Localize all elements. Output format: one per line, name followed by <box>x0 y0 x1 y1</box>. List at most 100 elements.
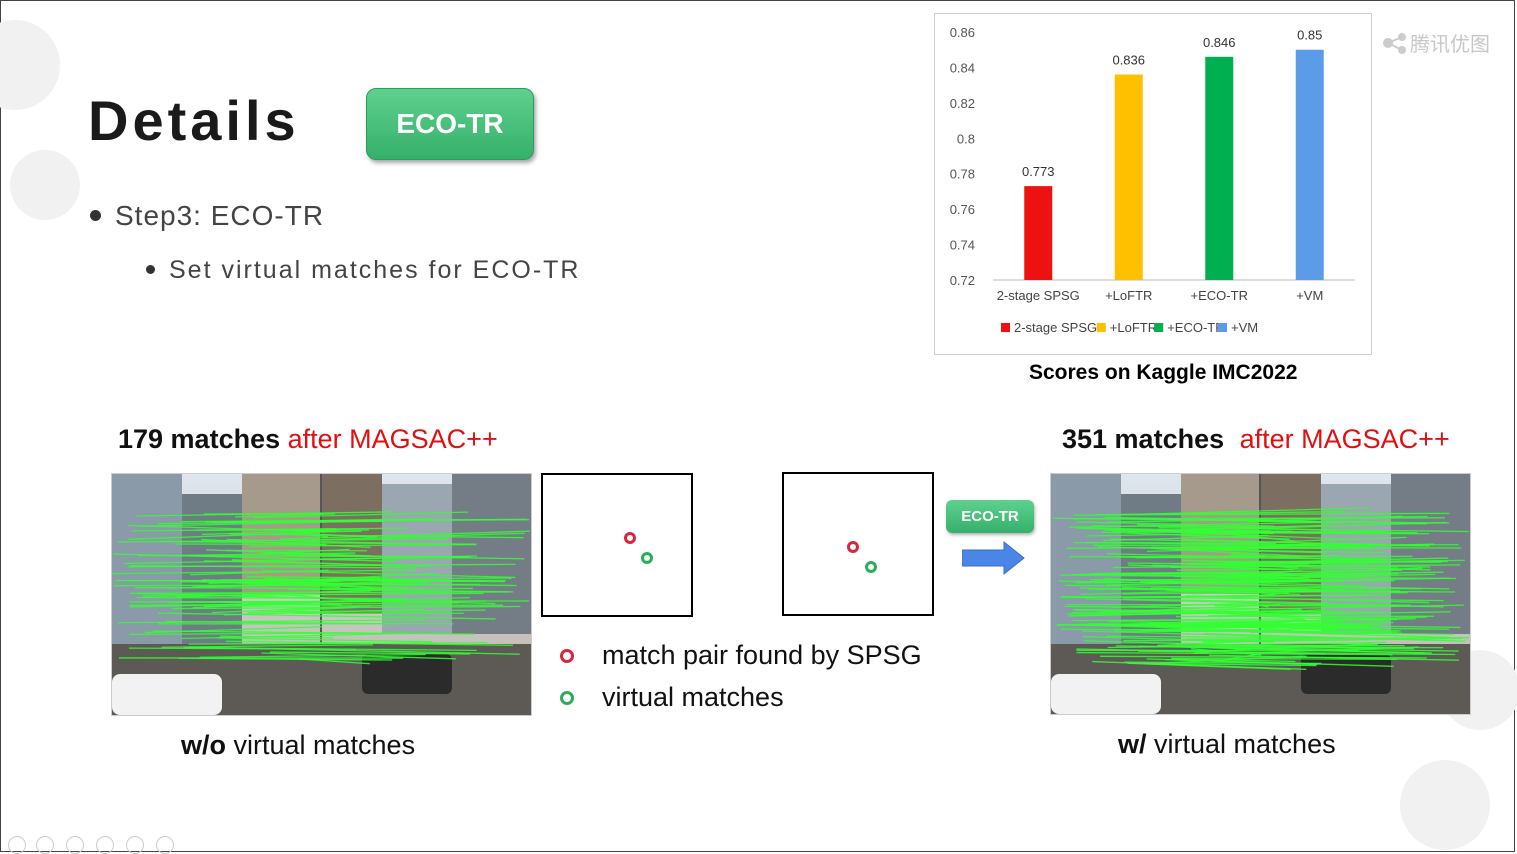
match-line <box>136 596 404 600</box>
match-line <box>1139 629 1402 634</box>
match-line <box>1092 660 1307 670</box>
bar-1 <box>1024 186 1053 280</box>
legend-spsg: match pair found by SPSG <box>560 640 922 671</box>
match-line <box>220 635 334 639</box>
left-matches-heading: 179 matches after MAGSAC++ <box>118 424 498 455</box>
match-line <box>217 637 433 643</box>
x-tick-label: +ECO-TR <box>1191 288 1248 303</box>
bullet-step3-text: Step3: ECO-TR <box>115 200 325 231</box>
match-line <box>226 538 446 545</box>
right-matches-suffix: after MAGSAC++ <box>1239 424 1450 454</box>
legend-virtual: virtual matches <box>560 682 784 713</box>
bullet-virtual-matches-text: Set virtual matches for ECO-TR <box>169 256 581 284</box>
y-tick-label: 0.78 <box>950 167 975 182</box>
spsg-point-icon <box>847 541 859 553</box>
match-line <box>136 591 510 594</box>
match-line <box>1235 614 1389 622</box>
watermark-text: 腾讯优图 <box>1410 34 1490 56</box>
legend-label: +LoFTR <box>1110 320 1157 335</box>
match-line <box>1066 612 1335 615</box>
spsg-point-icon <box>624 532 636 544</box>
match-line <box>176 552 356 557</box>
slide-title: Details <box>88 89 300 152</box>
bar-3 <box>1205 56 1234 280</box>
pen-control[interactable] <box>66 836 84 854</box>
slides-control[interactable] <box>96 836 114 854</box>
left-match-visualization <box>112 474 531 715</box>
match-line <box>1060 594 1371 599</box>
match-line <box>129 592 396 601</box>
red-ring-icon <box>560 648 574 663</box>
match-line <box>192 582 429 588</box>
match-line <box>1203 632 1466 642</box>
match-line <box>128 531 327 540</box>
more-control[interactable] <box>156 836 174 854</box>
match-line <box>1208 611 1451 617</box>
bar-chart-svg: 0.72 0.74 0.76 0.78 0.8 0.82 0.84 0.86 0.773 2-st… <box>950 25 1355 335</box>
eco-tr-badge: ECO-TR <box>366 88 534 160</box>
y-tick-label: 0.76 <box>950 202 975 217</box>
legend-spsg-text: match pair found by SPSG <box>602 640 922 670</box>
match-line <box>204 604 503 607</box>
left-matches-suffix: after MAGSAC++ <box>287 424 498 454</box>
match-line <box>178 657 393 661</box>
match-line <box>211 517 434 524</box>
match-line <box>1158 641 1386 647</box>
bar-value-label: 0.85 <box>1297 28 1322 43</box>
match-line <box>1123 598 1329 604</box>
before-match-box <box>541 473 693 617</box>
legend-swatch <box>1218 323 1227 332</box>
match-line <box>1064 584 1421 590</box>
match-line <box>1182 559 1309 565</box>
match-line <box>204 560 430 567</box>
match-line <box>293 556 467 560</box>
after-match-points <box>847 541 877 573</box>
right-match-image <box>1050 473 1471 715</box>
match-line <box>152 630 475 635</box>
match-line <box>1064 605 1302 610</box>
match-line <box>248 596 470 604</box>
match-line <box>1209 654 1459 661</box>
match-line <box>1171 531 1346 540</box>
prev-slide-control[interactable] <box>8 836 26 854</box>
match-line <box>1147 620 1314 626</box>
y-tick-label: 0.84 <box>950 60 975 75</box>
legend-swatch <box>1154 323 1164 332</box>
match-line <box>183 646 477 652</box>
match-line <box>1135 554 1342 559</box>
match-line <box>1157 637 1315 647</box>
background-decoration <box>1400 760 1490 850</box>
match-line <box>1121 586 1300 596</box>
match-line <box>1155 626 1360 629</box>
background-decoration <box>10 150 80 220</box>
match-line <box>1226 549 1386 554</box>
right-matches-count: 351 matches <box>1062 424 1225 454</box>
y-tick-label: 0.82 <box>950 96 975 111</box>
match-line <box>141 519 391 527</box>
bullet-dot <box>146 264 155 274</box>
virtual-point-icon <box>865 561 877 573</box>
match-line <box>265 577 340 583</box>
bar-value-label: 0.836 <box>1112 53 1145 68</box>
y-tick-label: 0.74 <box>950 238 975 253</box>
match-line <box>1229 570 1302 578</box>
left-image-caption: w/o virtual matches <box>181 730 415 761</box>
next-slide-control[interactable] <box>36 836 54 854</box>
y-tick-label: 0.86 <box>950 25 975 40</box>
match-line <box>1170 657 1398 661</box>
match-line <box>262 609 486 613</box>
zoom-control[interactable] <box>126 836 144 854</box>
match-line <box>1181 534 1290 540</box>
match-line <box>1076 648 1325 655</box>
match-line <box>1112 507 1371 516</box>
match-line <box>1185 637 1469 640</box>
bullet-dot <box>90 210 101 222</box>
match-line <box>1218 572 1390 578</box>
before-match-points <box>624 532 653 564</box>
legend-virtual-text: virtual matches <box>602 682 784 712</box>
match-line <box>157 612 496 620</box>
match-line <box>1195 646 1444 649</box>
match-line <box>1086 530 1385 537</box>
x-tick-label: 2-stage SPSG <box>997 288 1080 303</box>
y-tick-label: 0.72 <box>950 273 975 288</box>
